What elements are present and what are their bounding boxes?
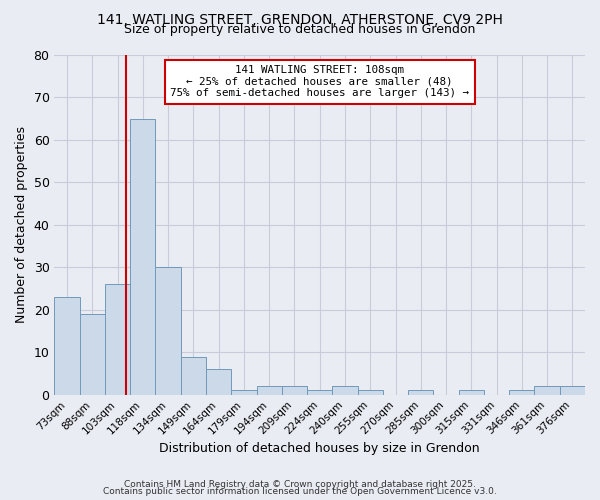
Bar bbox=[358, 390, 383, 394]
Bar bbox=[509, 390, 535, 394]
Text: Contains HM Land Registry data © Crown copyright and database right 2025.: Contains HM Land Registry data © Crown c… bbox=[124, 480, 476, 489]
Text: 141, WATLING STREET, GRENDON, ATHERSTONE, CV9 2PH: 141, WATLING STREET, GRENDON, ATHERSTONE… bbox=[97, 12, 503, 26]
Bar bbox=[130, 118, 155, 394]
Text: Size of property relative to detached houses in Grendon: Size of property relative to detached ho… bbox=[124, 22, 476, 36]
Bar bbox=[458, 390, 484, 394]
Bar bbox=[257, 386, 282, 394]
Text: 141 WATLING STREET: 108sqm
← 25% of detached houses are smaller (48)
75% of semi: 141 WATLING STREET: 108sqm ← 25% of deta… bbox=[170, 65, 469, 98]
Bar bbox=[181, 356, 206, 395]
Y-axis label: Number of detached properties: Number of detached properties bbox=[15, 126, 28, 324]
Bar bbox=[282, 386, 307, 394]
X-axis label: Distribution of detached houses by size in Grendon: Distribution of detached houses by size … bbox=[160, 442, 480, 455]
Bar bbox=[105, 284, 130, 395]
Text: Contains public sector information licensed under the Open Government Licence v3: Contains public sector information licen… bbox=[103, 487, 497, 496]
Bar bbox=[332, 386, 358, 394]
Bar bbox=[231, 390, 257, 394]
Bar bbox=[535, 386, 560, 394]
Bar bbox=[560, 386, 585, 394]
Bar bbox=[80, 314, 105, 394]
Bar bbox=[307, 390, 332, 394]
Bar bbox=[206, 369, 231, 394]
Bar bbox=[55, 297, 80, 394]
Bar bbox=[408, 390, 433, 394]
Bar bbox=[155, 268, 181, 394]
